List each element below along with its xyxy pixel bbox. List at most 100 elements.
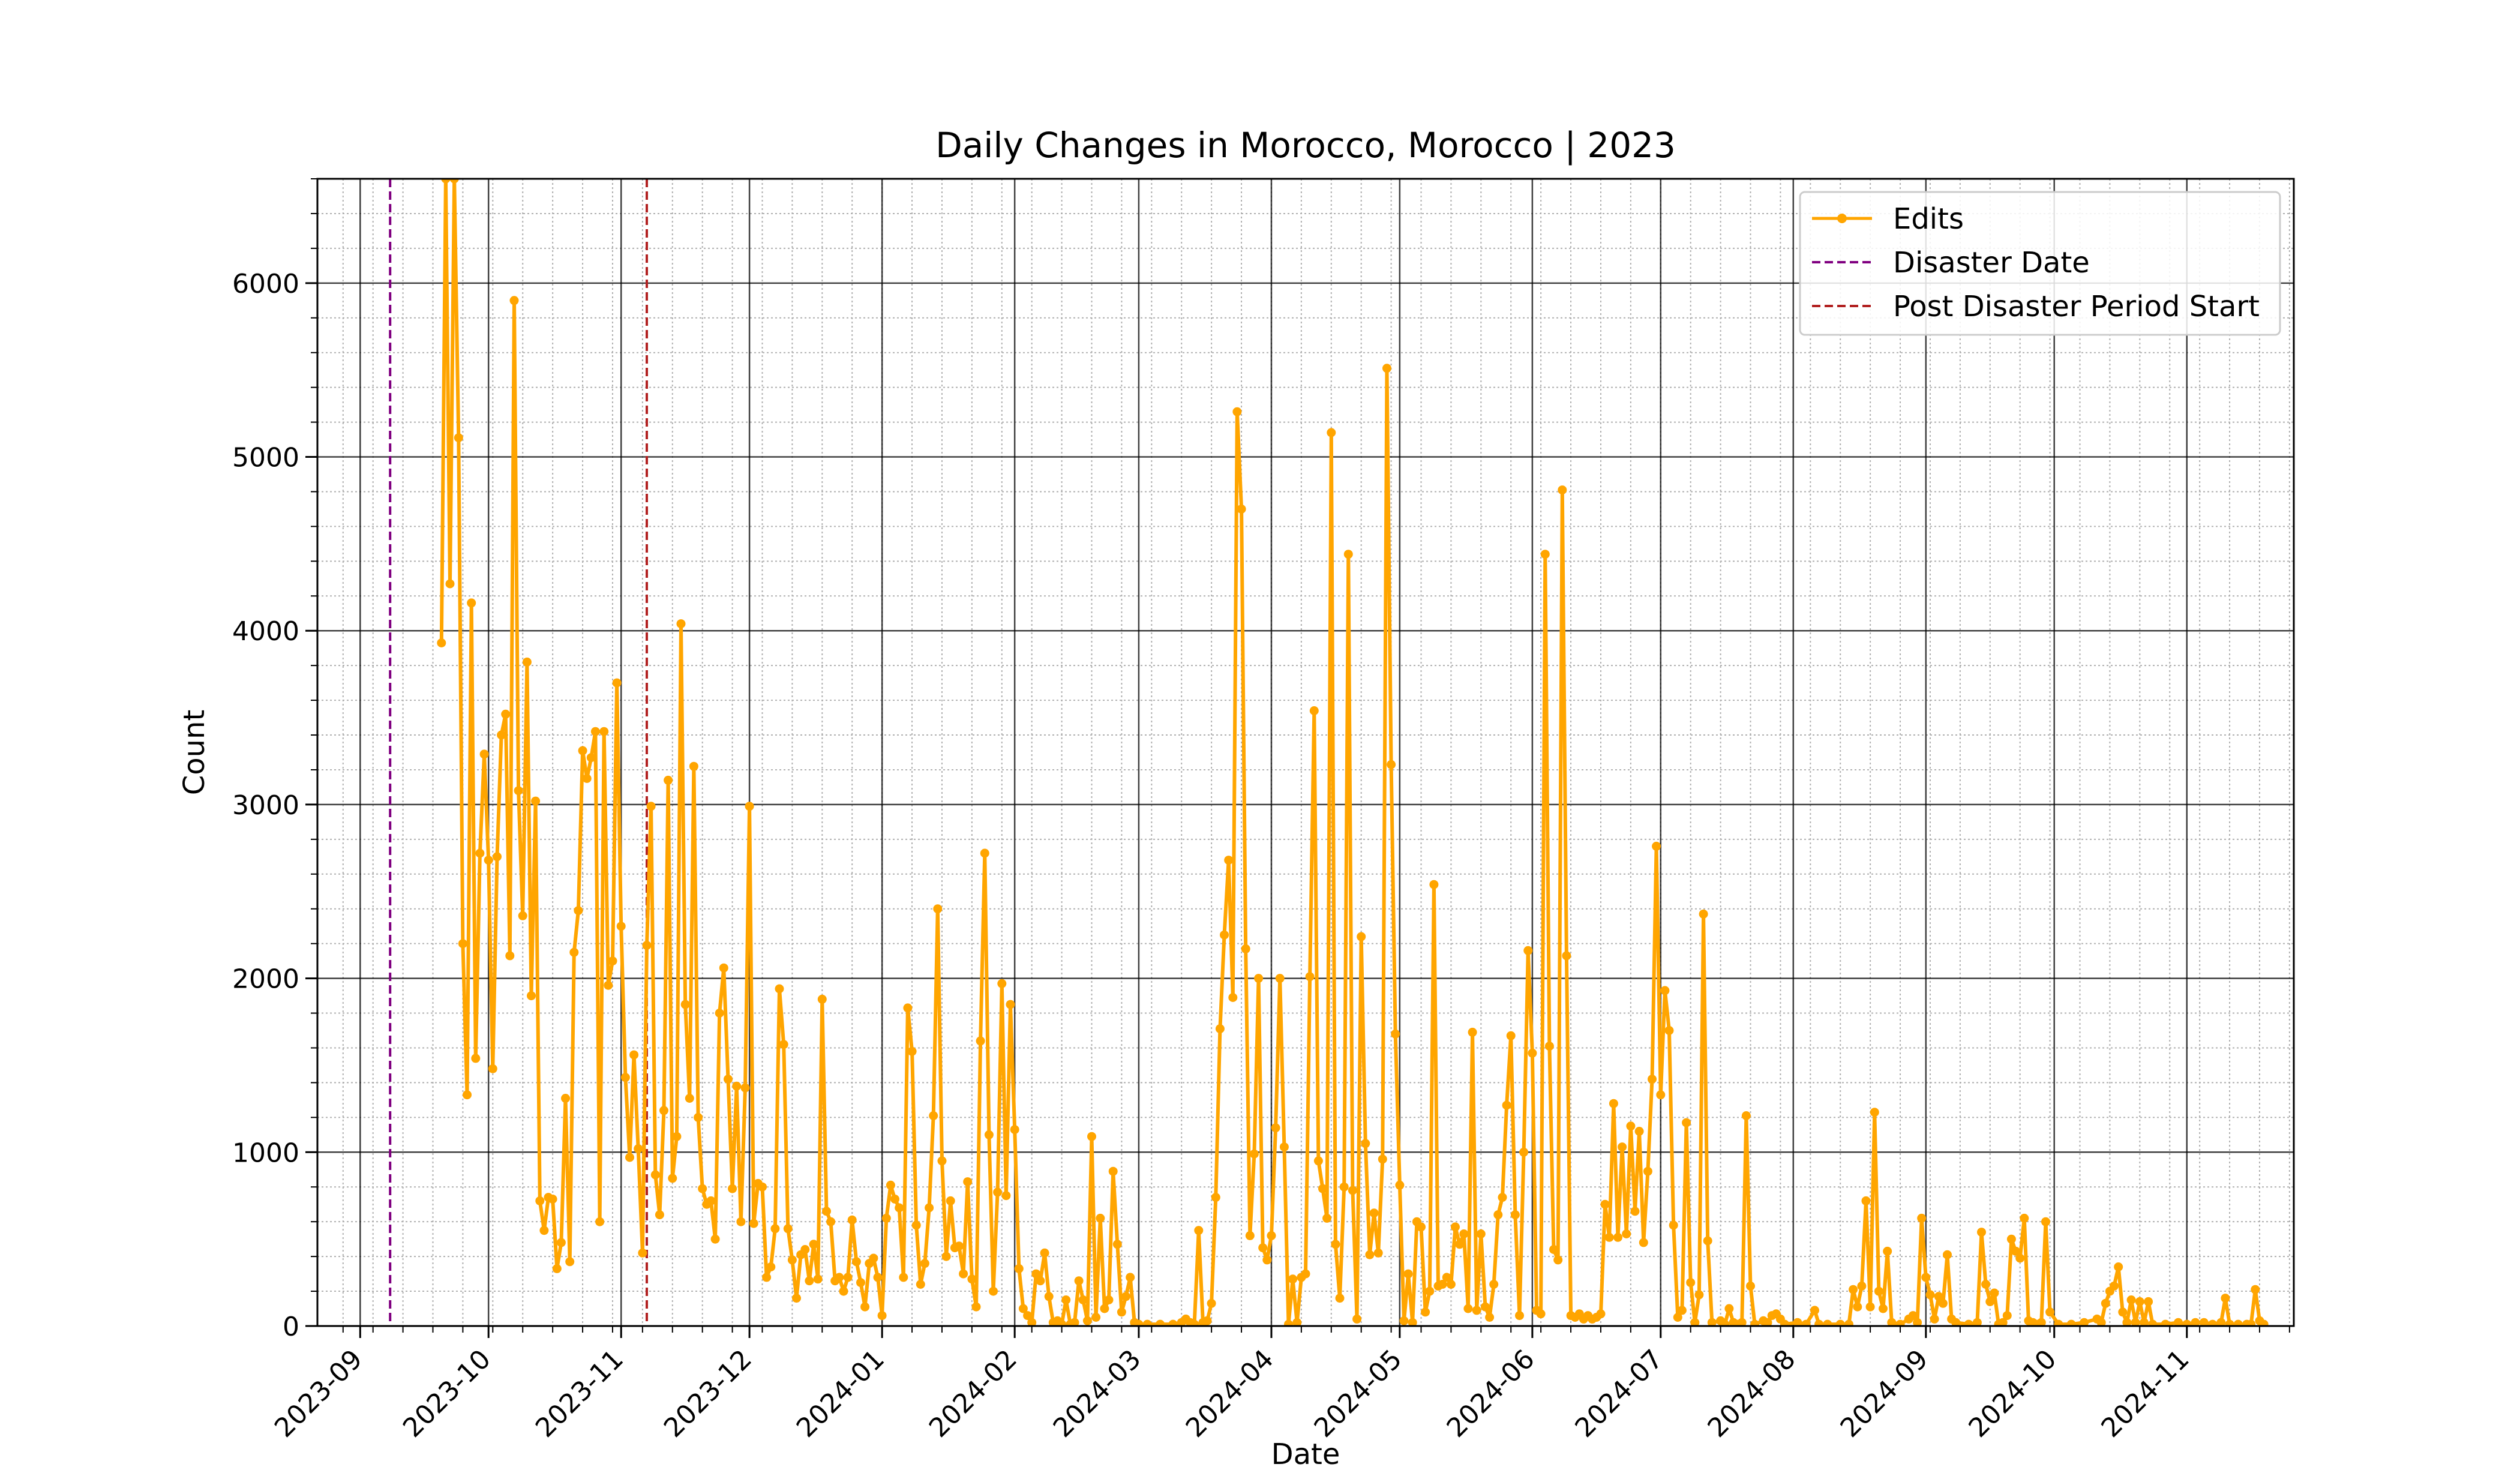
data-point	[1643, 1166, 1652, 1176]
data-point	[1156, 1319, 1165, 1326]
data-point	[2020, 1213, 2029, 1223]
data-point	[1318, 1184, 1327, 1193]
data-point	[1082, 1316, 1092, 1325]
data-point	[698, 1184, 707, 1193]
data-point	[1070, 1318, 1079, 1326]
data-point	[971, 1302, 981, 1312]
data-point	[1391, 1029, 1400, 1039]
data-point	[1870, 1108, 1879, 1117]
data-point	[2114, 1262, 2123, 1271]
data-point	[1228, 993, 1238, 1002]
data-point	[1040, 1248, 1049, 1258]
data-point	[869, 1253, 878, 1263]
data-point	[1112, 1240, 1122, 1249]
data-point	[1301, 1269, 1310, 1279]
data-point	[916, 1280, 925, 1289]
data-point	[1027, 1318, 1037, 1326]
data-point	[501, 709, 511, 719]
data-point	[488, 1064, 497, 1073]
data-point	[467, 598, 476, 608]
data-point	[1895, 1319, 1905, 1326]
y-tick-label: 5000	[232, 443, 299, 473]
data-point	[454, 433, 463, 443]
data-point	[1006, 1000, 1015, 1009]
data-point	[676, 619, 686, 629]
data-point	[1378, 1154, 1387, 1164]
data-point	[1810, 1306, 1819, 1315]
data-point	[1515, 1311, 1524, 1321]
data-point	[1267, 1231, 1276, 1240]
data-point	[565, 1257, 575, 1267]
data-point	[719, 963, 728, 973]
data-point	[590, 727, 600, 736]
data-point	[1874, 1286, 1883, 1296]
data-point	[1463, 1304, 1473, 1313]
data-point	[1536, 1309, 1546, 1319]
series-layer	[437, 179, 2269, 1326]
data-point	[2259, 1319, 2269, 1326]
data-point	[505, 951, 515, 961]
data-point	[1699, 909, 1708, 919]
data-point	[1403, 1269, 1413, 1279]
data-point	[1849, 1285, 1858, 1294]
data-point	[1262, 1255, 1272, 1265]
data-point	[2054, 1319, 2063, 1326]
data-point	[817, 994, 827, 1004]
data-point	[1190, 1319, 1199, 1326]
data-point	[646, 802, 656, 811]
data-point	[873, 1273, 883, 1282]
data-point	[1224, 856, 1234, 865]
data-point	[1254, 974, 1264, 983]
data-point	[967, 1274, 977, 1284]
data-point	[1814, 1319, 1824, 1326]
data-point	[2015, 1253, 2025, 1263]
data-point	[509, 296, 519, 305]
data-point	[599, 727, 609, 736]
data-point	[895, 1203, 904, 1213]
data-point	[728, 1184, 737, 1193]
data-point	[1707, 1318, 1717, 1326]
data-point	[925, 1203, 934, 1213]
data-point	[1861, 1196, 1871, 1205]
data-point	[1763, 1318, 1772, 1326]
data-point	[1096, 1213, 1105, 1223]
data-point	[1271, 1123, 1280, 1133]
data-point	[1215, 1024, 1225, 1034]
data-point	[1626, 1121, 1636, 1131]
data-point	[1455, 1240, 1465, 1249]
data-point	[1207, 1298, 1216, 1308]
data-point	[1061, 1295, 1071, 1304]
data-point	[1562, 951, 1571, 961]
data-point	[437, 638, 446, 647]
data-point	[1313, 1156, 1323, 1166]
data-point	[1472, 1306, 1481, 1315]
data-point	[1908, 1311, 1918, 1321]
axis-ticks	[305, 178, 2290, 1338]
data-point	[2036, 1318, 2046, 1326]
data-point	[2208, 1319, 2217, 1326]
data-point	[561, 1094, 570, 1103]
data-point	[642, 941, 652, 950]
data-point	[2233, 1319, 2243, 1326]
data-point	[1985, 1297, 1995, 1306]
data-point	[715, 1009, 724, 1018]
data-point	[1925, 1290, 1935, 1300]
data-point	[479, 749, 489, 759]
data-point	[1544, 1042, 1554, 1051]
data-point	[766, 1262, 776, 1271]
data-point	[1951, 1318, 1961, 1326]
data-point	[1750, 1319, 1760, 1326]
data-point	[2225, 1319, 2234, 1326]
data-point	[993, 1187, 1003, 1197]
data-point	[1943, 1250, 1952, 1259]
data-point	[1498, 1193, 1507, 1202]
data-point	[1493, 1210, 1503, 1220]
data-point	[569, 947, 579, 957]
data-point	[997, 979, 1007, 988]
data-point	[2045, 1307, 2055, 1317]
data-point	[604, 980, 613, 990]
data-point	[694, 1112, 703, 1122]
y-tick-label: 0	[283, 1312, 299, 1342]
data-point	[1540, 550, 1550, 559]
data-point	[2135, 1297, 2144, 1306]
